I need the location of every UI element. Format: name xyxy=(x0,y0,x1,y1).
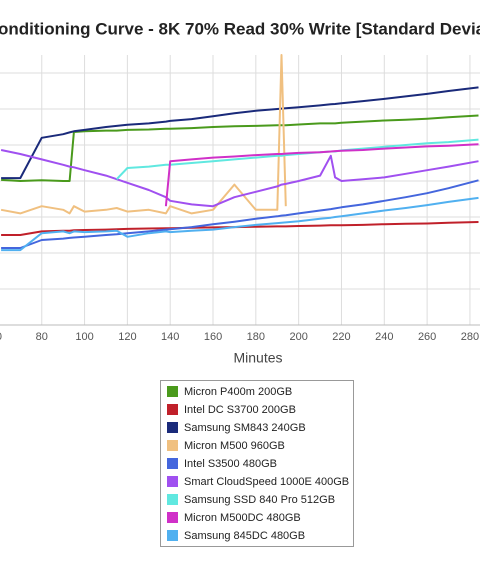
series-line xyxy=(1,221,479,236)
series-line xyxy=(0,149,479,208)
series-line xyxy=(164,143,479,207)
legend-label: Samsung 845DC 480GB xyxy=(184,530,305,542)
x-tick-label: 80 xyxy=(36,331,48,343)
x-tick-label: 280 xyxy=(461,331,479,343)
legend-label: Intel DC S3700 200GB xyxy=(184,404,296,416)
legend-swatch xyxy=(167,404,178,415)
x-tick-label: 120 xyxy=(118,331,136,343)
x-axis-label: Minutes xyxy=(233,350,282,366)
legend-label: Micron M500 960GB xyxy=(184,440,285,452)
legend-swatch xyxy=(167,458,178,469)
legend-swatch xyxy=(167,530,178,541)
legend-label: Smart CloudSpeed 1000E 400GB xyxy=(184,476,349,488)
legend-swatch xyxy=(167,476,178,487)
x-tick-label: 180 xyxy=(247,331,265,343)
x-tick-label: 0 xyxy=(0,331,2,343)
legend-swatch xyxy=(167,386,178,397)
legend-label: Micron P400m 200GB xyxy=(184,386,292,398)
chart-title: onditioning Curve - 8K 70% Read 30% Writ… xyxy=(0,19,480,38)
x-tick-label: 240 xyxy=(375,331,393,343)
series-line xyxy=(115,138,479,180)
x-tick-label: 100 xyxy=(75,331,93,343)
legend-swatch xyxy=(167,494,178,505)
series-line xyxy=(1,179,479,249)
legend-label: Micron M500DC 480GB xyxy=(184,512,301,524)
legend-label: Intel S3500 480GB xyxy=(184,458,277,470)
series-line xyxy=(1,196,479,252)
x-tick-label: 200 xyxy=(289,331,307,343)
legend-box xyxy=(160,380,354,547)
legend-swatch xyxy=(167,440,178,451)
legend-swatch xyxy=(167,422,178,433)
x-tick-label: 140 xyxy=(161,331,179,343)
legend-label: Samsung SSD 840 Pro 512GB xyxy=(184,494,335,506)
series-line xyxy=(1,86,479,180)
legend-swatch xyxy=(167,512,178,523)
x-tick-label: 160 xyxy=(204,331,222,343)
x-tick-label: 260 xyxy=(418,331,436,343)
legend-label: Samsung SM843 240GB xyxy=(184,422,306,434)
x-tick-label: 220 xyxy=(332,331,350,343)
series-line xyxy=(0,54,287,215)
